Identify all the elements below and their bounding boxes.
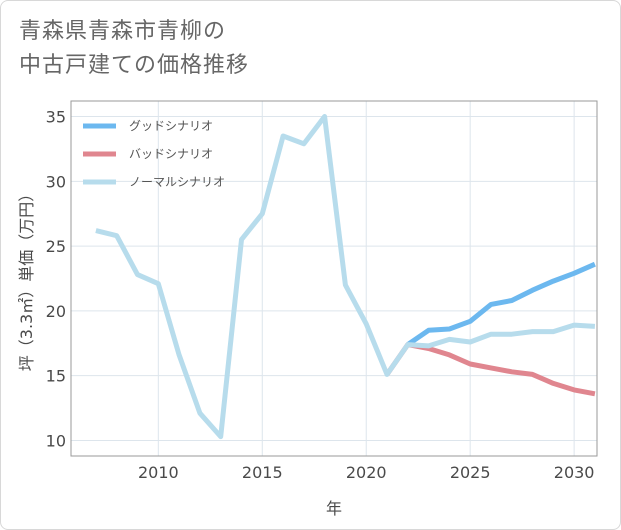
x-tick-label: 2010 bbox=[138, 463, 179, 482]
x-tick-label: 2020 bbox=[346, 463, 387, 482]
legend-label-good: グッドシナリオ bbox=[129, 119, 213, 133]
x-axis-ticks: 2010 2015 2020 2025 2030 bbox=[138, 463, 595, 482]
plot-area-frame bbox=[70, 100, 598, 457]
y-tick-label: 20 bbox=[46, 302, 66, 321]
series-line-good bbox=[406, 261, 596, 347]
grid-lines bbox=[71, 101, 597, 456]
chart-title-line-1: 青森県青森市青柳の bbox=[19, 19, 227, 44]
y-axis-ticks: 10 15 20 25 30 35 bbox=[46, 108, 66, 451]
y-tick-label: 25 bbox=[46, 237, 66, 256]
chart-title: 青森県青森市青柳の 中古戸建ての価格推移 bbox=[19, 15, 249, 83]
x-tick-label: 2015 bbox=[242, 463, 283, 482]
series-line-normal bbox=[95, 114, 596, 440]
legend-label-normal: ノーマルシナリオ bbox=[129, 175, 225, 189]
series-line-bad bbox=[384, 342, 596, 397]
x-tick-label: 2025 bbox=[450, 463, 491, 482]
y-tick-label: 10 bbox=[46, 431, 66, 450]
series-lines bbox=[95, 114, 596, 440]
legend-label-bad: バッドシナリオ bbox=[129, 147, 213, 161]
y-axis-label: 坪（3.3㎡）単価（万円） bbox=[17, 186, 36, 371]
y-tick-label: 15 bbox=[46, 367, 66, 386]
x-axis-label: 年 bbox=[326, 499, 342, 518]
y-tick-label: 35 bbox=[46, 108, 66, 127]
x-tick-label: 2030 bbox=[554, 463, 595, 482]
y-tick-label: 30 bbox=[46, 172, 66, 191]
chart-title-line-2: 中古戸建ての価格推移 bbox=[19, 53, 250, 78]
